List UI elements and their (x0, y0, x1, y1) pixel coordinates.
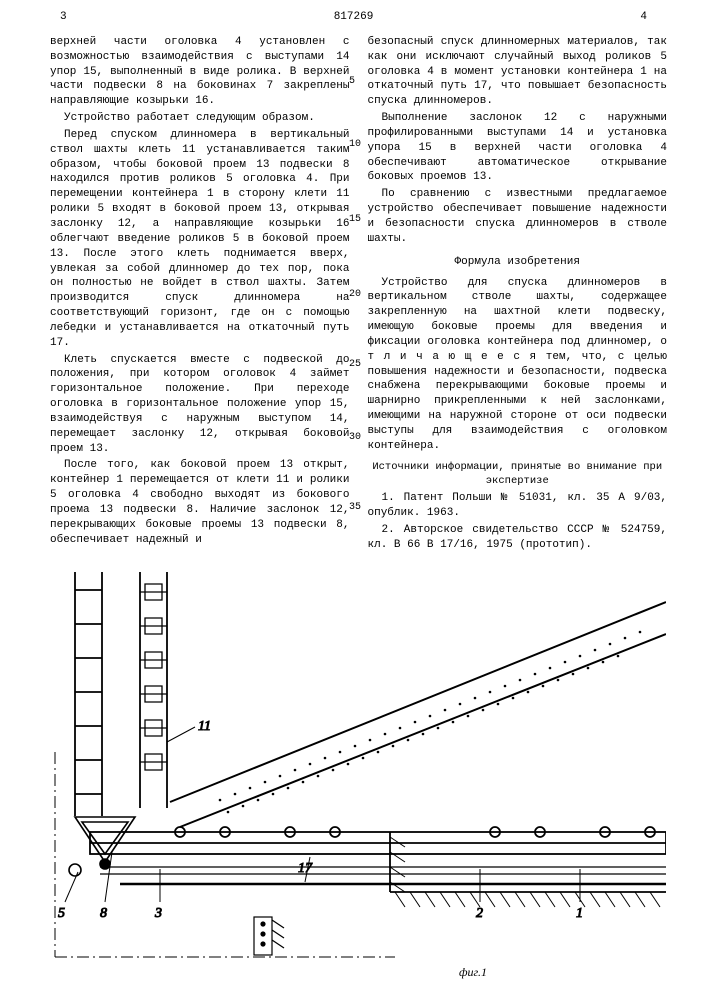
refs-title: Источники информации, принятые во вниман… (368, 460, 668, 488)
marker-35: 35 (349, 503, 361, 513)
figure-caption: фиг.1 (50, 964, 667, 980)
fig-label-17: 17 (298, 861, 313, 876)
marker-10: 10 (349, 140, 361, 150)
para-l1: верхней части оголовка 4 установлен с во… (50, 35, 350, 109)
fig-label-3: 3 (154, 906, 162, 921)
patent-number: 817269 (334, 10, 374, 25)
marker-20: 20 (349, 290, 361, 300)
marker-5: 5 (349, 77, 355, 87)
fig-label-1: 1 (576, 906, 583, 921)
formula-title: Формула изобретения (368, 255, 668, 270)
ref-1: 1. Патент Польши № 51031, кл. 35 А 9/03,… (368, 491, 668, 521)
left-column: верхней части оголовка 4 установлен с во… (50, 35, 350, 555)
para-l2: Устройство работает следующим образом. (50, 111, 350, 126)
marker-25: 25 (349, 360, 361, 370)
page-num-left: 3 (60, 10, 67, 25)
para-l5: После того, как боковой проем 13 открыт,… (50, 458, 350, 547)
fig-label-8: 8 (100, 906, 107, 921)
fig-label-5: 5 (58, 906, 65, 921)
para-r1: безопасный спуск длинномерных материалов… (368, 35, 668, 109)
fig-label-11: 11 (198, 719, 211, 734)
page-header: 3 817269 4 (0, 0, 707, 30)
page-num-right: 4 (640, 10, 647, 25)
ref-2: 2. Авторское свидетельство СССР № 524759… (368, 523, 668, 553)
para-r4: Устройство для спуска длинномеров в верт… (368, 276, 668, 454)
marker-30: 30 (349, 433, 361, 443)
figure-svg: 11 5 8 3 17 2 1 (50, 572, 666, 962)
fig-label-2: 2 (476, 906, 483, 921)
engineering-figure: 11 5 8 3 17 2 1 фиг.1 (50, 572, 667, 980)
para-r3: По сравнению с известными предлагаемое у… (368, 187, 668, 246)
para-l4: Клеть спускается вместе с подвеской до п… (50, 353, 350, 457)
para-l3: Перед спуском длинномера в вертикальный … (50, 128, 350, 351)
para-r2: Выполнение заслонок 12 с наружными профи… (368, 111, 668, 185)
right-column: безопасный спуск длинномерных материалов… (368, 35, 668, 555)
marker-15: 15 (349, 215, 361, 225)
